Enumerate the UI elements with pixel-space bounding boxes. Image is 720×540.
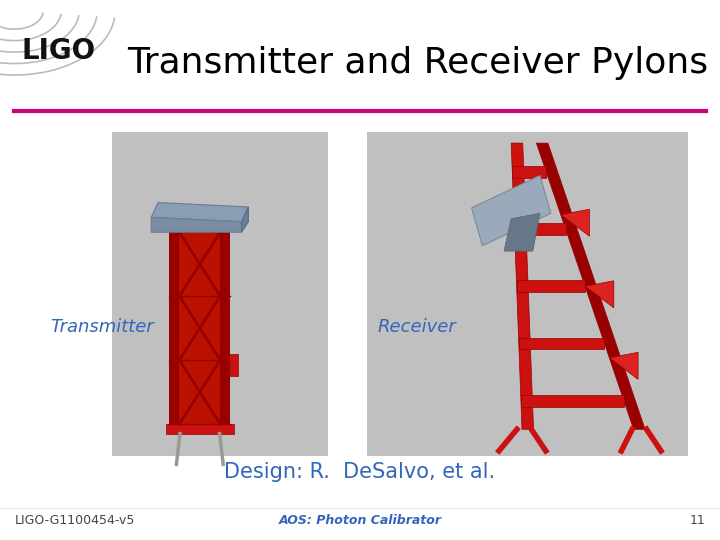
Text: 11: 11 bbox=[690, 514, 706, 526]
Text: LIGO-G1100454-v5: LIGO-G1100454-v5 bbox=[14, 514, 135, 526]
Polygon shape bbox=[151, 217, 242, 232]
Polygon shape bbox=[513, 166, 546, 178]
Bar bbox=[179, 232, 220, 424]
Polygon shape bbox=[514, 223, 566, 235]
Polygon shape bbox=[472, 176, 551, 246]
Polygon shape bbox=[585, 281, 614, 308]
Polygon shape bbox=[511, 143, 534, 429]
Text: Transmitter: Transmitter bbox=[50, 318, 154, 336]
Polygon shape bbox=[242, 207, 248, 232]
Bar bbox=[230, 354, 238, 376]
Bar bbox=[112, 132, 328, 456]
Text: AOS: Photon Calibrator: AOS: Photon Calibrator bbox=[279, 514, 441, 526]
Text: Transmitter and Receiver Pylons: Transmitter and Receiver Pylons bbox=[127, 46, 708, 80]
Text: LIGO: LIGO bbox=[22, 37, 96, 65]
Text: Design: R.  DeSalvo, et al.: Design: R. DeSalvo, et al. bbox=[225, 462, 495, 483]
Polygon shape bbox=[517, 280, 585, 292]
Polygon shape bbox=[504, 213, 540, 251]
Bar bbox=[220, 232, 230, 424]
Polygon shape bbox=[536, 143, 645, 429]
Polygon shape bbox=[518, 338, 605, 349]
Text: Receiver: Receiver bbox=[378, 318, 456, 336]
Polygon shape bbox=[151, 202, 248, 222]
Polygon shape bbox=[521, 395, 624, 407]
Bar bbox=[166, 424, 234, 434]
Polygon shape bbox=[609, 353, 638, 379]
Polygon shape bbox=[561, 209, 590, 237]
Bar bbox=[367, 132, 688, 456]
Bar bbox=[169, 232, 179, 424]
